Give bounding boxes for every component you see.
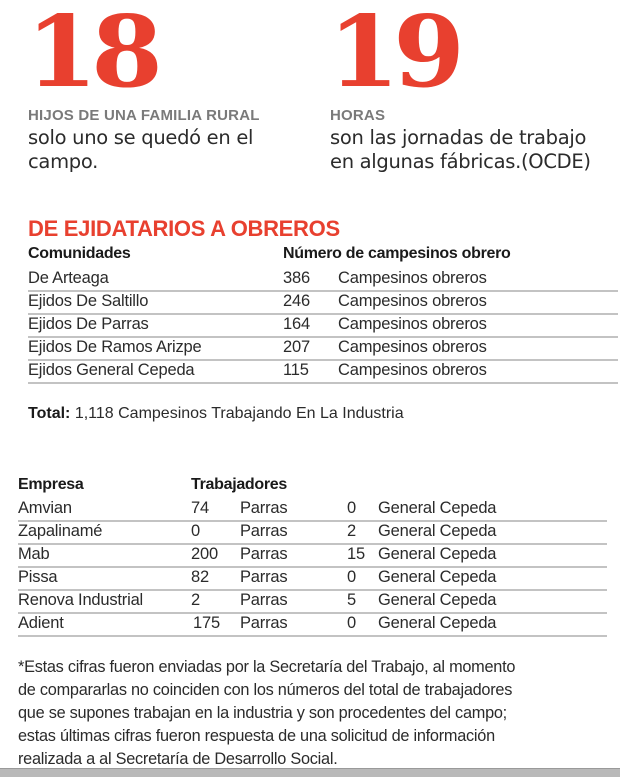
footnote-line: de compararlas no coinciden con los núme… <box>18 681 513 699</box>
company-name: Renova Industrial <box>18 591 144 609</box>
company-name: Zapalinamé <box>18 522 103 540</box>
community-count: 386 <box>283 269 310 287</box>
table-row: Ejidos De Ramos Arizpe 207 Campesinos ob… <box>28 336 618 361</box>
cepeda-count: 15 <box>347 545 365 563</box>
stat-label: HORAS <box>330 107 386 124</box>
table-row: Mab 200 Parras 15 General Cepeda <box>18 543 607 568</box>
table-row: Ejidos De Saltillo 246 Campesinos obrero… <box>28 290 618 315</box>
company-name: Mab <box>18 545 50 563</box>
parras-count: 2 <box>191 591 200 609</box>
company-name: Amvian <box>18 499 72 517</box>
stat-description: son las jornadas de trabajo en algunas f… <box>330 126 591 174</box>
community-unit: Campesinos obreros <box>338 292 487 310</box>
parras-count: 82 <box>191 568 209 586</box>
cepeda-count: 5 <box>347 591 356 609</box>
community-count: 164 <box>283 315 310 333</box>
footnote-line: que se supones trabajan en la industria … <box>18 704 507 722</box>
table-row: Renova Industrial 2 Parras 5 General Cep… <box>18 589 607 614</box>
column-header-comunidades: Comunidades <box>28 245 131 262</box>
stat-desc-line: solo uno se quedó en el <box>28 126 254 149</box>
stat-number: 18 <box>26 0 163 110</box>
column-header-empresa: Empresa <box>18 476 84 493</box>
parras-label: Parras <box>240 614 288 632</box>
cepeda-count: 0 <box>347 568 356 586</box>
column-header-trabajadores: Trabajadores <box>191 476 288 493</box>
parras-label: Parras <box>240 545 288 563</box>
total-label: Total: <box>28 405 71 422</box>
cepeda-label: General Cepeda <box>378 614 497 632</box>
cepeda-label: General Cepeda <box>378 522 497 540</box>
cepeda-count: 2 <box>347 522 356 540</box>
community-unit: Campesinos obreros <box>338 269 487 287</box>
table-row: Zapalinamé 0 Parras 2 General Cepeda <box>18 520 607 545</box>
section-title: DE EJIDATARIOS A OBREROS <box>28 216 340 241</box>
company-name: Adient <box>18 614 64 632</box>
stat-number: 19 <box>328 0 465 110</box>
cepeda-label: General Cepeda <box>378 591 497 609</box>
footnote-line: estas últimas cifras fueron respuesta de… <box>18 727 495 745</box>
cepeda-label: General Cepeda <box>378 499 497 517</box>
parras-count: 74 <box>191 499 209 517</box>
footnote-line: *Estas cifras fueron enviadas por la Sec… <box>18 658 516 676</box>
stat-description: solo uno se quedó en el campo. <box>28 126 253 174</box>
cepeda-count: 0 <box>347 614 356 632</box>
total-line: Total: 1,118 Campesinos Trabajando En La… <box>28 405 404 423</box>
community-name: Ejidos De Parras <box>28 315 149 333</box>
cepeda-label: General Cepeda <box>378 568 497 586</box>
community-unit: Campesinos obreros <box>338 338 487 356</box>
parras-count: 0 <box>191 522 200 540</box>
community-count: 115 <box>283 361 309 379</box>
table-row: Ejidos General Cepeda 115 Campesinos obr… <box>28 359 618 384</box>
column-header-numero: Número de campesinos obrero <box>283 245 511 262</box>
table-row: Adient 175 Parras 0 General Cepeda <box>18 612 607 637</box>
parras-label: Parras <box>240 522 288 540</box>
community-name: De Arteaga <box>28 269 109 287</box>
parras-count: 200 <box>191 545 218 563</box>
stat-desc-line: campo. <box>28 150 99 173</box>
parras-label: Parras <box>240 499 288 517</box>
footnote: *Estas cifras fueron enviadas por la Sec… <box>18 656 618 771</box>
community-unit: Campesinos obreros <box>338 361 487 379</box>
community-count: 246 <box>283 292 310 310</box>
footnote-line: realizada a al Secretaría de Desarrollo … <box>18 750 338 768</box>
stat-desc-line: en algunas fábricas.(OCDE) <box>330 150 591 173</box>
community-count: 207 <box>283 338 310 356</box>
table-row: Amvian 74 Parras 0 General Cepeda <box>18 497 607 522</box>
parras-label: Parras <box>240 568 288 586</box>
company-name: Pissa <box>18 568 58 586</box>
community-name: Ejidos General Cepeda <box>28 361 195 379</box>
table-row: Ejidos De Parras 164 Campesinos obreros <box>28 313 618 338</box>
community-unit: Campesinos obreros <box>338 315 487 333</box>
parras-count: 175 <box>193 614 220 632</box>
cepeda-label: General Cepeda <box>378 545 497 563</box>
table-row: Pissa 82 Parras 0 General Cepeda <box>18 566 607 591</box>
community-name: Ejidos De Ramos Arizpe <box>28 338 202 356</box>
parras-label: Parras <box>240 591 288 609</box>
stat-label: HIJOS DE UNA FAMILIA RURAL <box>28 107 260 124</box>
stat-desc-line: son las jornadas de trabajo <box>330 126 587 149</box>
bottom-divider-bar <box>0 768 620 777</box>
table-row: De Arteaga 386 Campesinos obreros <box>28 267 618 292</box>
cepeda-count: 0 <box>347 499 356 517</box>
total-text: 1,118 Campesinos Trabajando En La Indust… <box>74 405 404 422</box>
community-name: Ejidos De Saltillo <box>28 292 149 310</box>
